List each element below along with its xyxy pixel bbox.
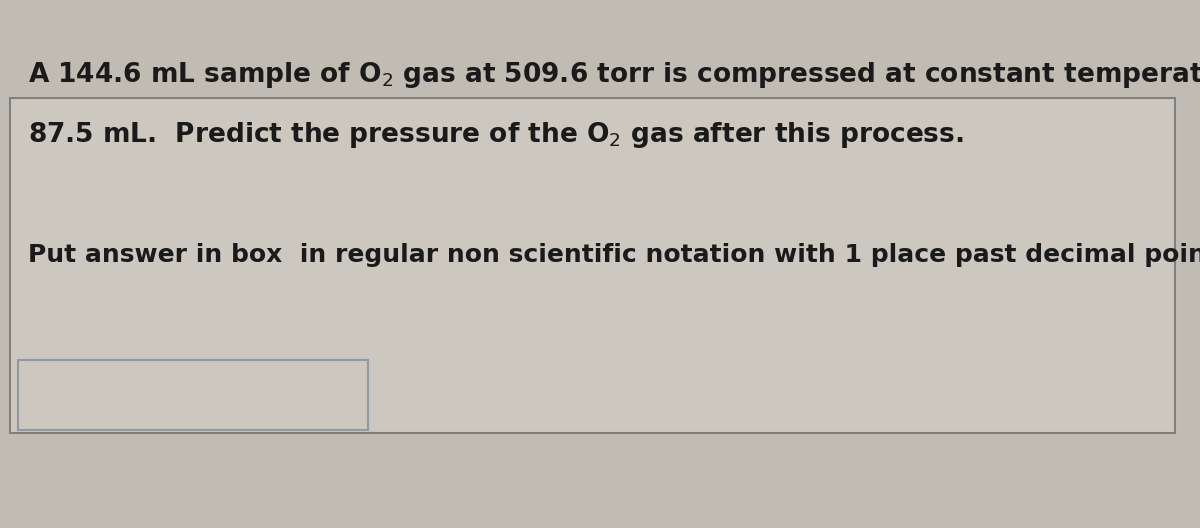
Bar bbox=[10, 448, 1175, 523]
Bar bbox=[0, 440, 1200, 528]
Bar bbox=[18, 360, 368, 430]
Text: A 144.6 mL sample of O$_2$ gas at 509.6 torr is compressed at constant temperatu: A 144.6 mL sample of O$_2$ gas at 509.6 … bbox=[28, 60, 1200, 90]
Text: 87.5 mL.  Predict the pressure of the O$_2$ gas after this process.: 87.5 mL. Predict the pressure of the O$_… bbox=[28, 120, 964, 150]
Bar bbox=[10, 98, 1175, 433]
Text: Put answer in box  in regular non scientific notation with 1 place past decimal : Put answer in box in regular non scienti… bbox=[28, 243, 1200, 267]
